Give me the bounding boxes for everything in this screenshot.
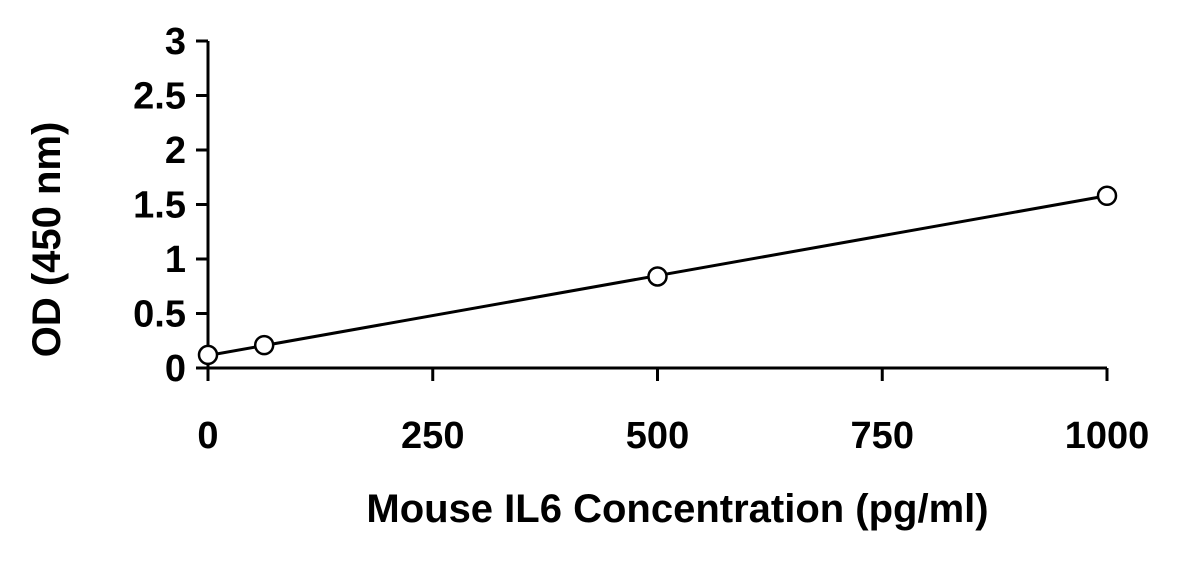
y-axis-title: OD (450 nm) [25, 122, 69, 358]
x-tick-label: 250 [401, 415, 464, 457]
x-tick-label: 0 [197, 415, 218, 457]
y-tick-label: 1.5 [133, 185, 186, 227]
data-points [197, 185, 1118, 366]
y-tick-label: 3 [165, 21, 186, 63]
x-tick-label: 500 [626, 415, 689, 457]
x-axis-title: Mouse IL6 Concentration (pg/ml) [366, 487, 988, 531]
data-point [197, 344, 219, 366]
data-point [253, 334, 275, 356]
y-tick-label: 0.5 [133, 294, 186, 336]
y-tick-label: 2 [165, 130, 186, 172]
data-point [1096, 185, 1118, 207]
x-axis: 0 250 500 750 1000 [197, 366, 1150, 457]
y-tick-label: 1 [165, 239, 186, 281]
x-tick-label: 1000 [1065, 415, 1150, 457]
y-tick-label: 2.5 [133, 76, 186, 118]
y-tick-label: 0 [165, 348, 186, 390]
y-axis: 0 0.5 1 1.5 2 2.5 3 [133, 21, 210, 390]
data-point [647, 266, 668, 287]
x-tick-label: 750 [851, 415, 914, 457]
